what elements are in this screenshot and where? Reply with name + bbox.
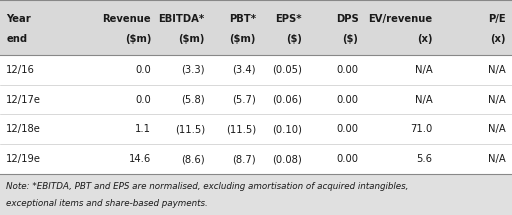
Text: (0.06): (0.06)	[272, 95, 302, 104]
Text: 5.6: 5.6	[417, 154, 433, 164]
Text: N/A: N/A	[488, 124, 506, 134]
Text: (5.8): (5.8)	[181, 95, 205, 104]
Text: 12/16: 12/16	[6, 65, 35, 75]
Text: EV/revenue: EV/revenue	[369, 14, 433, 24]
Text: end: end	[6, 34, 27, 45]
Text: 12/19e: 12/19e	[6, 154, 41, 164]
Text: 0.00: 0.00	[336, 154, 358, 164]
Text: (3.3): (3.3)	[181, 65, 205, 75]
Text: N/A: N/A	[488, 65, 506, 75]
Text: 1.1: 1.1	[135, 124, 151, 134]
Text: Revenue: Revenue	[102, 14, 151, 24]
Text: ($m): ($m)	[124, 34, 151, 45]
Text: EBITDA*: EBITDA*	[159, 14, 205, 24]
Text: 0.00: 0.00	[336, 124, 358, 134]
Text: N/A: N/A	[415, 95, 433, 104]
Text: (0.10): (0.10)	[272, 124, 302, 134]
Text: Note: *EBITDA, PBT and EPS are normalised, excluding amortisation of acquired in: Note: *EBITDA, PBT and EPS are normalise…	[6, 182, 409, 191]
Text: N/A: N/A	[415, 65, 433, 75]
Text: (8.7): (8.7)	[232, 154, 256, 164]
Text: DPS: DPS	[336, 14, 358, 24]
Text: 0.0: 0.0	[135, 95, 151, 104]
Text: ($m): ($m)	[229, 34, 256, 45]
Text: (5.7): (5.7)	[232, 95, 256, 104]
Text: 12/18e: 12/18e	[6, 124, 41, 134]
Text: (0.05): (0.05)	[272, 65, 302, 75]
Text: ($m): ($m)	[178, 34, 205, 45]
Text: (3.4): (3.4)	[232, 65, 256, 75]
Text: (x): (x)	[490, 34, 506, 45]
Text: N/A: N/A	[488, 154, 506, 164]
Text: 71.0: 71.0	[411, 124, 433, 134]
Text: ($): ($)	[343, 34, 358, 45]
Text: 0.00: 0.00	[336, 95, 358, 104]
Text: ($): ($)	[286, 34, 302, 45]
Text: 12/17e: 12/17e	[6, 95, 41, 104]
Text: Year: Year	[6, 14, 31, 24]
Text: 0.0: 0.0	[135, 65, 151, 75]
Text: (11.5): (11.5)	[175, 124, 205, 134]
Text: EPS*: EPS*	[275, 14, 302, 24]
Bar	[0, 0, 512, 55]
Text: N/A: N/A	[488, 95, 506, 104]
Text: (0.08): (0.08)	[272, 154, 302, 164]
Text: (11.5): (11.5)	[226, 124, 256, 134]
Text: PBT*: PBT*	[229, 14, 256, 24]
Text: 0.00: 0.00	[336, 65, 358, 75]
Text: P/E: P/E	[488, 14, 506, 24]
Text: (8.6): (8.6)	[181, 154, 205, 164]
Text: exceptional items and share-based payments.: exceptional items and share-based paymen…	[6, 199, 208, 208]
Text: 14.6: 14.6	[129, 154, 151, 164]
Text: (x): (x)	[417, 34, 433, 45]
Bar	[0, 174, 512, 215]
